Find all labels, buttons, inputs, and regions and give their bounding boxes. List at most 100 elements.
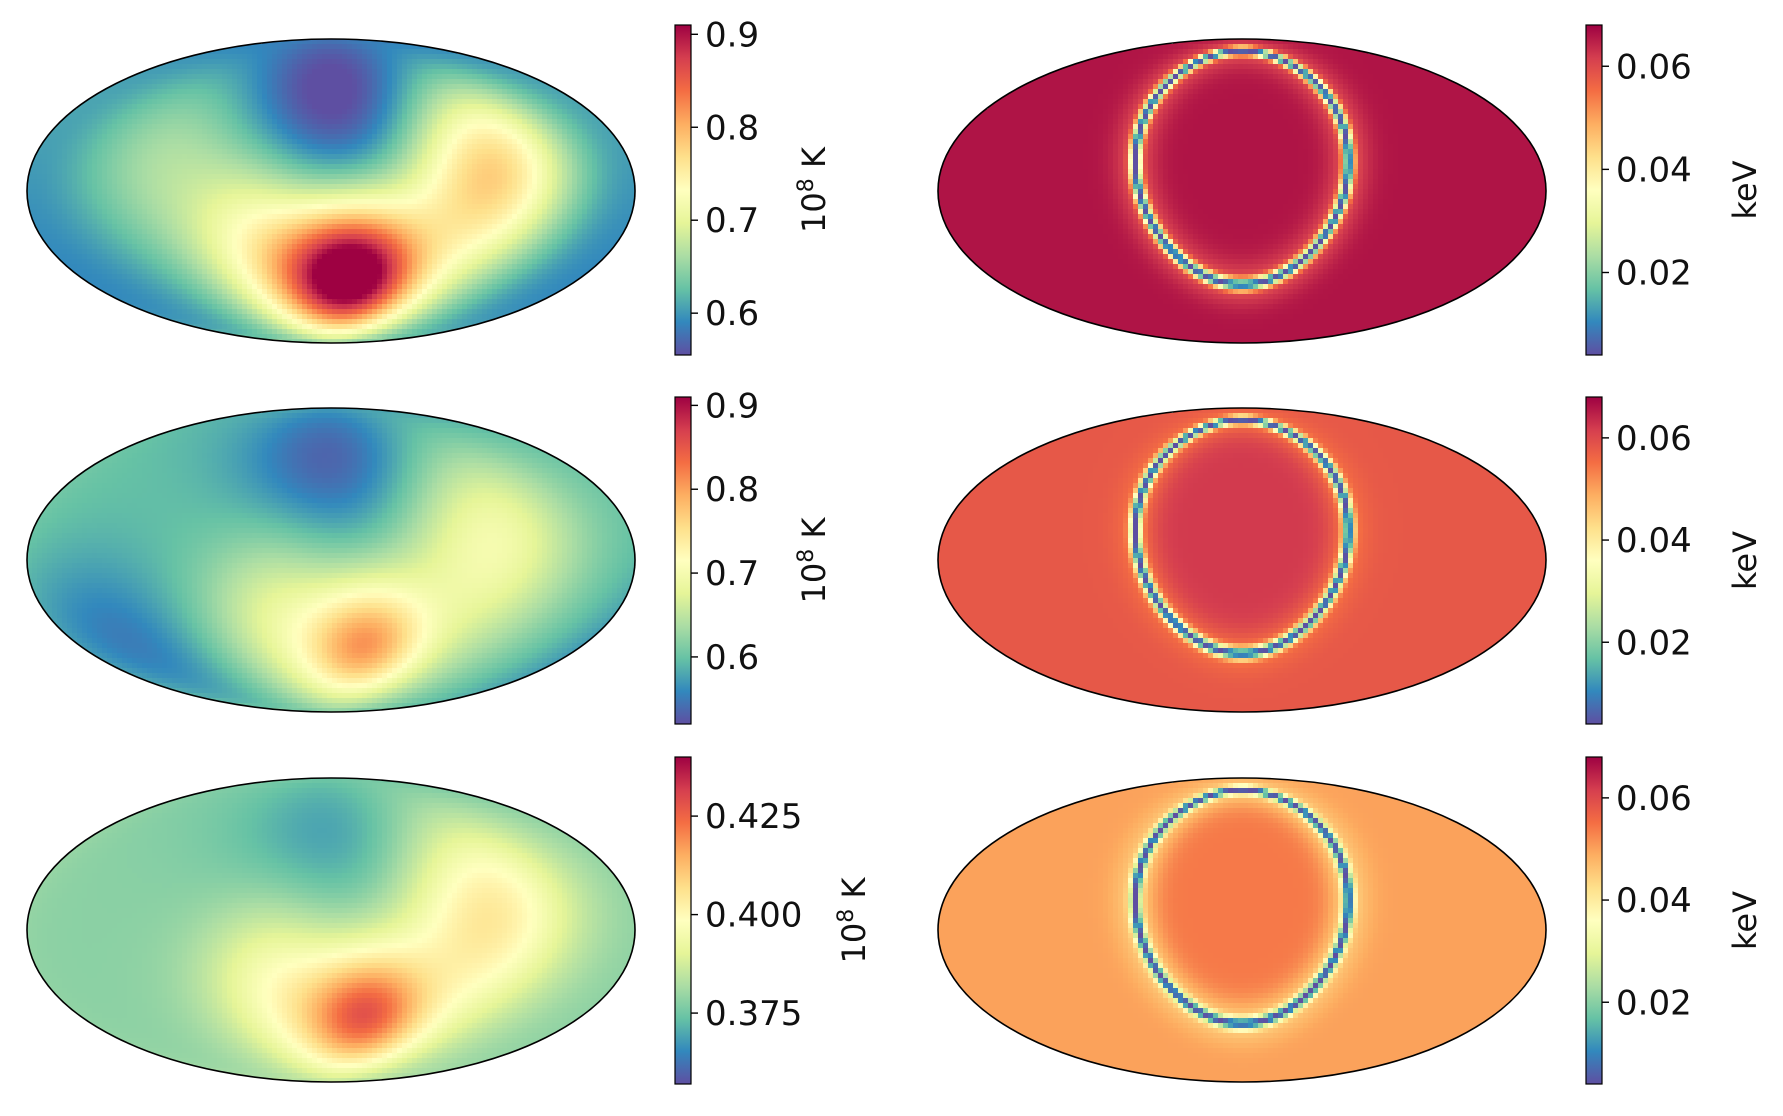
- map-pixel: [137, 179, 143, 185]
- map-pixel: [497, 124, 503, 130]
- map-pixel: [337, 144, 343, 150]
- map-pixel: [522, 244, 528, 250]
- map-pixel: [412, 199, 418, 205]
- map-pixel: [287, 214, 293, 220]
- map-pixel: [347, 74, 353, 80]
- map-pixel: [247, 74, 253, 80]
- map-pixel: [492, 189, 498, 195]
- map-pixel: [452, 194, 458, 200]
- map-pixel: [252, 124, 258, 130]
- map-pixel: [182, 194, 188, 200]
- map-pixel: [177, 149, 183, 155]
- map-pixel: [392, 114, 398, 120]
- map-pixel: [242, 129, 248, 135]
- map-pixel: [177, 249, 183, 255]
- map-pixel: [217, 224, 223, 230]
- map-pixel: [57, 169, 63, 175]
- map-pixel: [57, 189, 63, 195]
- map-pixel: [252, 219, 258, 225]
- map-pixel: [297, 199, 303, 205]
- map-pixel: [137, 234, 143, 240]
- map-pixel: [157, 144, 163, 150]
- map-pixel: [282, 264, 288, 270]
- map-pixel: [82, 169, 88, 175]
- map-pixel: [527, 104, 533, 110]
- map-pixel: [327, 199, 333, 205]
- map-pixel: [362, 154, 368, 160]
- map-pixel: [567, 249, 573, 255]
- map-pixel: [422, 189, 428, 195]
- map-pixel: [192, 199, 198, 205]
- map-pixel: [307, 84, 313, 90]
- map-pixel: [502, 129, 508, 135]
- map-pixel: [247, 49, 253, 55]
- map-pixel: [417, 204, 423, 210]
- map-pixel: [287, 84, 293, 90]
- map-pixel: [197, 174, 203, 180]
- map-pixel: [182, 179, 188, 185]
- map-pixel: [427, 274, 433, 280]
- map-pixel: [522, 134, 528, 140]
- map-pixel: [222, 94, 228, 100]
- map-pixel: [312, 39, 318, 45]
- map-pixel: [137, 74, 143, 80]
- map-pixel: [352, 234, 358, 240]
- map-pixel: [202, 189, 208, 195]
- map-pixel: [317, 54, 323, 60]
- map-pixel: [97, 239, 103, 245]
- map-pixel: [487, 209, 493, 215]
- map-pixel: [162, 224, 168, 230]
- map-pixel: [42, 224, 48, 230]
- map-pixel: [82, 214, 88, 220]
- map-pixel: [432, 74, 438, 80]
- map-pixel: [287, 99, 293, 105]
- map-pixel: [487, 104, 493, 110]
- map-pixel: [87, 174, 93, 180]
- map-pixel: [52, 229, 58, 235]
- map-pixel: [182, 219, 188, 225]
- map-pixel: [482, 264, 488, 270]
- map-pixel: [167, 259, 173, 265]
- map-pixel: [547, 129, 553, 135]
- map-pixel: [132, 224, 138, 230]
- map-pixel: [147, 159, 153, 165]
- map-pixel: [232, 64, 238, 70]
- map-pixel: [242, 209, 248, 215]
- map-pixel: [552, 194, 558, 200]
- map-pixel: [597, 179, 603, 185]
- map-pixel: [542, 264, 548, 270]
- map-pixel: [437, 119, 443, 125]
- map-pixel: [612, 144, 618, 150]
- map-pixel: [322, 199, 328, 205]
- map-pixel: [407, 79, 413, 85]
- map-pixel: [262, 194, 268, 200]
- map-pixel: [372, 54, 378, 60]
- map-pixel: [312, 149, 318, 155]
- map-pixel: [377, 214, 383, 220]
- map-pixel: [87, 169, 93, 175]
- map-pixel: [102, 234, 108, 240]
- map-pixel: [122, 179, 128, 185]
- map-pixel: [377, 259, 383, 265]
- map-pixel: [142, 164, 148, 170]
- map-pixel: [482, 229, 488, 235]
- map-pixel: [232, 224, 238, 230]
- map-pixel: [297, 264, 303, 270]
- map-pixel: [462, 234, 468, 240]
- map-pixel: [517, 144, 523, 150]
- map-pixel: [207, 89, 213, 95]
- map-pixel: [397, 264, 403, 270]
- map-pixel: [542, 149, 548, 155]
- map-pixel: [532, 219, 538, 225]
- map-pixel: [312, 124, 318, 130]
- map-pixel: [517, 229, 523, 235]
- map-pixel: [557, 159, 563, 165]
- map-pixel: [547, 119, 553, 125]
- map-pixel: [592, 169, 598, 175]
- map-pixel: [397, 189, 403, 195]
- map-pixel: [187, 59, 193, 65]
- map-pixel: [307, 64, 313, 70]
- map-pixel: [147, 194, 153, 200]
- map-pixel: [582, 174, 588, 180]
- map-pixel: [427, 259, 433, 265]
